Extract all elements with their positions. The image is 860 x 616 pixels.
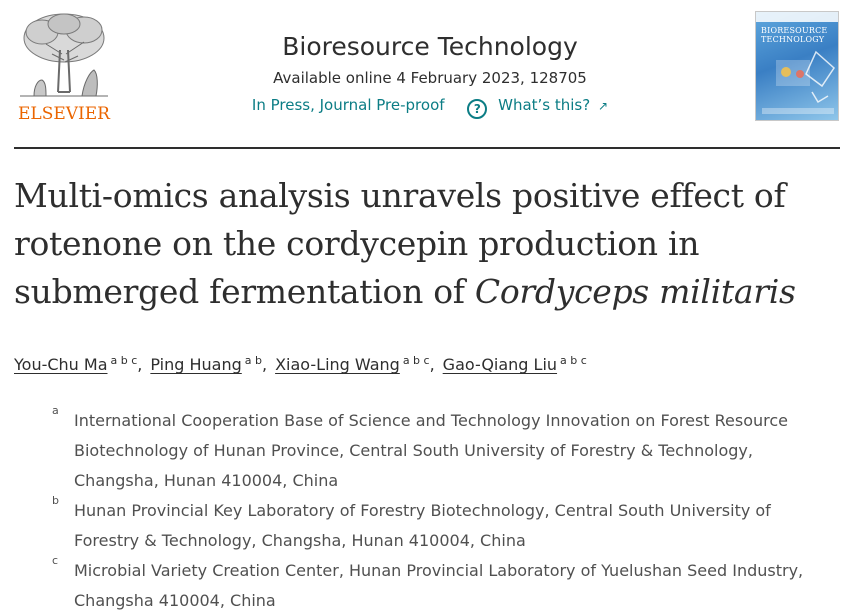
author-link[interactable]: Gao-Qiang Liu: [442, 355, 558, 374]
author-separator: ,: [137, 355, 143, 374]
journal-cover[interactable]: BIORESOURCE TECHNOLOGY: [755, 11, 839, 121]
author-affiliation-marks[interactable]: a b c: [560, 354, 587, 367]
author-list: You-Chu Ma a b c, Ping Huang a b, Xiao-Ling …: [14, 348, 854, 378]
author-item: Gao-Qiang Liu a b c: [442, 354, 587, 374]
affiliation-text: Hunan Provincial Key Laboratory of Fores…: [74, 501, 771, 550]
author-item: Xiao-Ling Wang a b c,: [275, 354, 443, 374]
whats-this-link[interactable]: What’s this?: [498, 96, 591, 114]
affiliation-label: b: [52, 494, 59, 507]
affiliation-text: Microbial Variety Creation Center, Hunan…: [74, 561, 804, 610]
pre-proof-status[interactable]: In Press, Journal Pre-proof: [251, 96, 445, 114]
author-link[interactable]: You-Chu Ma: [14, 355, 108, 374]
title-line-3: submerged fermentation of: [14, 272, 475, 311]
article-title: Multi-omics analysis unravels positive e…: [14, 172, 844, 316]
affiliation-item: a International Cooperation Base of Scie…: [0, 404, 860, 496]
author-link[interactable]: Xiao-Ling Wang: [275, 355, 400, 374]
author-affiliation-marks[interactable]: a b c: [402, 354, 430, 367]
external-link-icon: ↗: [598, 99, 609, 113]
journal-status-row: In Press, Journal Pre-proof ? What’s thi…: [250, 92, 610, 119]
affiliation-label: a: [52, 404, 59, 417]
author-item: Ping Huang a b,: [150, 354, 275, 374]
elsevier-tree-icon: [20, 13, 108, 97]
cover-title: BIORESOURCE TECHNOLOGY: [761, 26, 828, 44]
affiliation-item: c Microbial Variety Creation Center, Hun…: [0, 554, 860, 616]
affiliation-label: c: [52, 554, 59, 567]
journal-info: Bioresource Technology Available online …: [250, 30, 610, 119]
title-line-1: Multi-omics analysis unravels positive e…: [14, 176, 786, 215]
title-species: Cordyceps militaris: [474, 272, 796, 311]
cover-art-icon: [756, 12, 838, 114]
author-link[interactable]: Ping Huang: [150, 355, 242, 374]
availability-text: Available online 4 February 2023, 128705: [273, 69, 587, 87]
affiliation-item: b Hunan Provincial Key Laboratory of For…: [0, 494, 860, 556]
header-divider: [14, 147, 840, 149]
author-item: You-Chu Ma a b c,: [14, 354, 150, 374]
article-header: ELSEVIER Bioresource Technology Availabl…: [0, 0, 860, 148]
author-separator: ,: [429, 355, 435, 374]
journal-title[interactable]: Bioresource Technology: [282, 32, 578, 61]
title-line-2: rotenone on the cordycepin production in: [14, 224, 700, 263]
author-separator: ,: [262, 355, 268, 374]
publisher-logo[interactable]: ELSEVIER: [12, 10, 116, 124]
affiliation-list: a International Cooperation Base of Scie…: [0, 404, 860, 616]
publisher-name: ELSEVIER: [18, 104, 110, 124]
question-circle-icon[interactable]: ?: [467, 99, 488, 119]
author-affiliation-marks[interactable]: a b c: [110, 354, 138, 367]
affiliation-text: International Cooperation Base of Scienc…: [74, 411, 789, 490]
author-affiliation-marks[interactable]: a b: [244, 354, 262, 367]
